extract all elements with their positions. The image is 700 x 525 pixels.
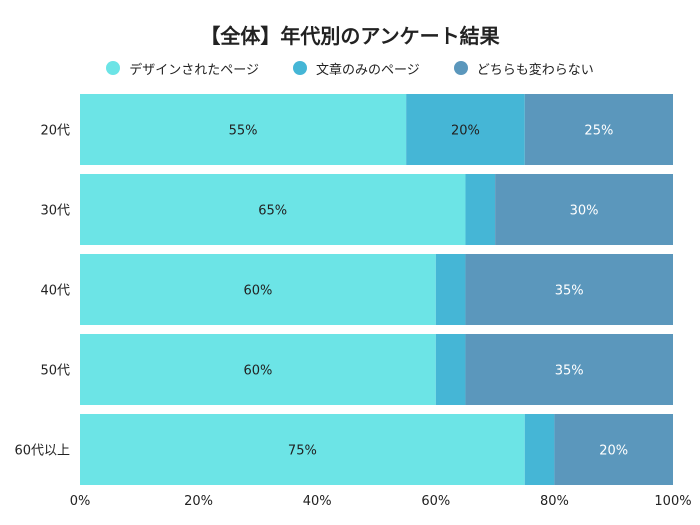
legend-label-no-difference: どちらも変わらない (476, 62, 594, 78)
y-tick-label: 50代 (40, 364, 70, 379)
data-label: 20% (599, 444, 628, 459)
data-label: 35% (555, 284, 584, 299)
legend-label-designed: デザインされたページ (129, 62, 259, 78)
data-label: 75% (288, 444, 317, 459)
legend-swatch-no-difference (453, 61, 468, 75)
x-tick-label: 100% (654, 494, 691, 509)
bar-segment (435, 334, 466, 405)
bar-segment (554, 414, 673, 485)
legend: デザインされたページ 文章のみのページ どちらも変わらない (0, 58, 700, 78)
bar-segment (465, 254, 673, 325)
data-label: 20% (451, 124, 480, 139)
legend-swatch-designed (106, 61, 121, 75)
data-label: 35% (555, 364, 584, 379)
legend-item-no-difference: どちらも変わらない (453, 59, 594, 78)
bar-segment (80, 94, 407, 165)
legend-swatch-text-only (292, 61, 307, 75)
bar-segment (80, 414, 525, 485)
legend-label-text-only: 文章のみのページ (315, 62, 420, 78)
bar-segment (435, 254, 466, 325)
bar-segment (80, 254, 436, 325)
bar-segment (465, 334, 673, 405)
bar-segment (80, 174, 466, 245)
y-tick-label: 40代 (40, 284, 70, 299)
chart-title: 【全体】年代別のアンケート結果 (200, 24, 500, 48)
y-tick-label: 20代 (40, 124, 70, 139)
bar-segment (465, 174, 496, 245)
bar-segment (524, 94, 673, 165)
x-tick-label: 40% (303, 494, 332, 509)
x-tick-label: 80% (540, 494, 569, 509)
legend-item-text-only: 文章のみのページ (292, 59, 420, 78)
y-tick-label: 30代 (40, 204, 70, 219)
bar-segment (406, 94, 525, 165)
bar-segment (80, 334, 436, 405)
data-label: 65% (258, 204, 287, 219)
x-tick-label: 20% (184, 494, 213, 509)
x-tick-label: 60% (421, 494, 450, 509)
y-tick-label: 60代以上 (14, 444, 70, 459)
legend-item-designed: デザインされたページ (106, 59, 259, 78)
data-label: 25% (584, 124, 613, 139)
bar-segment (524, 414, 555, 485)
data-label: 60% (243, 284, 272, 299)
bar-segment (495, 174, 673, 245)
data-label: 55% (229, 124, 258, 139)
data-label: 30% (570, 204, 599, 219)
x-tick-label: 0% (70, 494, 91, 509)
data-label: 60% (243, 364, 272, 379)
